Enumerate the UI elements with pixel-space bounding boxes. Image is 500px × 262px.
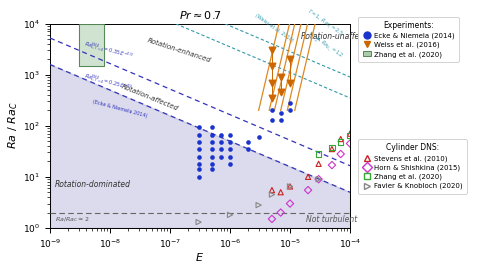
Point — [216, 147, 224, 151]
Polygon shape — [78, 24, 104, 66]
Text: Not turbulent: Not turbulent — [306, 215, 358, 224]
Point — [304, 188, 312, 192]
Point — [276, 118, 284, 122]
Point — [346, 132, 354, 136]
Point — [268, 118, 276, 122]
Point — [208, 140, 216, 144]
Point — [194, 162, 202, 166]
Point — [346, 133, 354, 137]
Point — [336, 152, 344, 156]
Point — [304, 175, 312, 179]
Point — [244, 140, 252, 144]
Point — [268, 64, 276, 68]
Text: $\Gamma=\frac{1}{2},\ Ra_{\Omega_2}=1.2$: $\Gamma=\frac{1}{2},\ Ra_{\Omega_2}=1.2$ — [306, 29, 346, 62]
Text: $Ra^{EN4}_{C,\Gamma=4}=0.35\,E^{-4/3}$: $Ra^{EN4}_{C,\Gamma=4}=0.35\,E^{-4/3}$ — [82, 39, 134, 62]
Point — [276, 210, 284, 215]
Point — [194, 175, 202, 179]
Point — [268, 108, 276, 112]
Legend: Stevens et al. (2010), Horn & Shishkina (2015), Zhang et al. (2020), Favier & Kn: Stevens et al. (2010), Horn & Shishkina … — [358, 139, 467, 194]
Point — [328, 147, 336, 151]
Text: $Ra^{EN4}_{C,\Gamma=4}=0.25\,E^{-4/3}$: $Ra^{EN4}_{C,\Gamma=4}=0.25\,E^{-4/3}$ — [82, 71, 134, 93]
Point — [208, 167, 216, 172]
Point — [208, 125, 216, 129]
Point — [226, 162, 234, 166]
Point — [226, 147, 234, 151]
Point — [244, 147, 252, 151]
Title: $Pr \approx 0.7$: $Pr \approx 0.7$ — [178, 9, 222, 21]
Point — [194, 167, 202, 172]
Point — [216, 154, 224, 159]
Point — [194, 154, 202, 159]
Point — [276, 111, 284, 115]
Point — [286, 184, 294, 188]
Point — [194, 140, 202, 144]
Text: Rotation-enhanced: Rotation-enhanced — [146, 37, 212, 63]
Point — [268, 48, 276, 52]
Point — [208, 147, 216, 151]
Point — [208, 133, 216, 137]
Point — [276, 75, 284, 79]
Point — [194, 133, 202, 137]
Point — [194, 125, 202, 129]
Point — [226, 133, 234, 137]
Text: Rotation-dominated: Rotation-dominated — [55, 180, 131, 189]
Point — [216, 133, 224, 137]
Point — [328, 145, 336, 149]
Point — [208, 162, 216, 166]
Point — [194, 220, 202, 224]
Point — [226, 213, 234, 217]
Point — [254, 135, 262, 139]
Text: Rotation-affected: Rotation-affected — [120, 84, 180, 112]
Text: $Ra/Ra_C \approx 2$: $Ra/Ra_C \approx 2$ — [55, 215, 90, 224]
Point — [314, 162, 322, 166]
Point — [336, 140, 344, 144]
Text: (Ecke & Niemela 2014): (Ecke & Niemela 2014) — [92, 99, 148, 118]
Point — [194, 147, 202, 151]
Point — [286, 57, 294, 61]
Point — [276, 90, 284, 95]
Point — [286, 108, 294, 112]
Point — [336, 137, 344, 141]
Point — [268, 96, 276, 100]
Point — [286, 184, 294, 188]
Point — [268, 193, 276, 197]
Text: $\Gamma=1,\ Ra_{\Omega_2}=2.5$: $\Gamma=1,\ Ra_{\Omega_2}=2.5$ — [306, 7, 345, 39]
Point — [268, 188, 276, 192]
Text: Rotation-unaffected: Rotation-unaffected — [300, 32, 376, 41]
Point — [286, 101, 294, 105]
Point — [254, 203, 262, 207]
Point — [268, 80, 276, 85]
Point — [286, 80, 294, 85]
Point — [286, 201, 294, 206]
Point — [314, 177, 322, 181]
Point — [346, 141, 354, 146]
Point — [328, 163, 336, 167]
Point — [314, 177, 322, 181]
Point — [314, 152, 322, 156]
Text: (Weiss et al. 2010): (Weiss et al. 2010) — [254, 13, 294, 43]
Point — [276, 190, 284, 194]
Point — [268, 217, 276, 221]
Y-axis label: $Ra\ /\ Ra_C$: $Ra\ /\ Ra_C$ — [6, 102, 20, 150]
Point — [226, 154, 234, 159]
Point — [216, 140, 224, 144]
Point — [208, 154, 216, 159]
X-axis label: $E$: $E$ — [196, 252, 204, 262]
Point — [226, 140, 234, 144]
